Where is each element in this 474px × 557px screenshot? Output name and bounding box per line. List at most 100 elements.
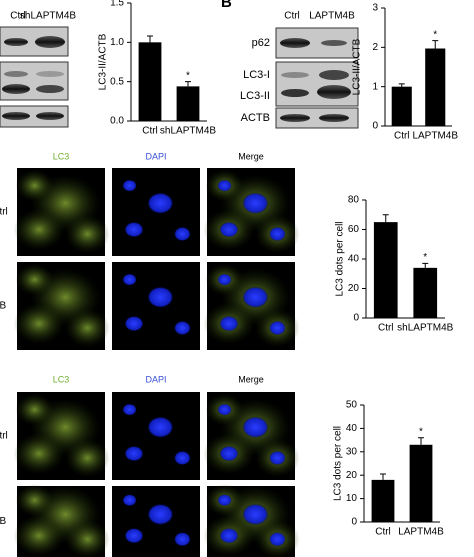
- cell: [13, 208, 65, 251]
- y-tick-label: 0.5: [110, 76, 124, 87]
- y-tick-label: 0.0: [110, 116, 124, 127]
- error-bar: [185, 81, 191, 87]
- nucleus: [122, 403, 137, 416]
- y-tick-label: 40: [348, 254, 360, 265]
- row-label: ACTB: [241, 112, 270, 124]
- cell: [65, 520, 110, 557]
- y-axis-label: LC3-II/ACTB: [352, 38, 363, 95]
- channel-label: DAPI: [145, 151, 166, 161]
- significance: *: [423, 252, 427, 263]
- y-tick-label: 30: [346, 446, 358, 457]
- nucleus: [217, 273, 232, 286]
- y-tick-label: 1.0: [110, 37, 124, 48]
- nucleus: [147, 503, 174, 526]
- right-blot: B Ctrl LAPTM4B p62 LC3-I LC3-II ACTB: [221, 0, 359, 129]
- channel-label: Merge: [238, 374, 264, 384]
- nucleus: [242, 416, 269, 439]
- nucleus: [219, 221, 239, 238]
- x-tick-label: LAPTM4B: [398, 527, 444, 538]
- nucleus: [269, 320, 286, 336]
- nucleus: [124, 315, 144, 332]
- channel-label: Merge: [238, 151, 264, 161]
- y-tick-label: 40: [346, 423, 358, 434]
- y-tick-label: 0: [372, 121, 378, 132]
- y-tick-label: 3: [372, 3, 378, 14]
- error-bar: [422, 262, 429, 268]
- bar: [138, 42, 162, 122]
- cell: [65, 308, 110, 348]
- nucleus: [174, 226, 191, 242]
- y-tick-label: 0: [353, 313, 359, 324]
- bar: [371, 479, 395, 522]
- nucleus: [174, 320, 191, 336]
- nucleus: [122, 179, 137, 192]
- bar: [373, 222, 398, 318]
- row-label: 4B: [0, 301, 6, 312]
- nucleus: [122, 494, 137, 507]
- significance: *: [433, 29, 437, 40]
- bar: [391, 86, 412, 126]
- channel-label: DAPI: [145, 374, 166, 384]
- lane-label: shLAPTM4B: [20, 11, 76, 22]
- y-tick-label: 1: [372, 81, 378, 92]
- channel-label: LC3: [53, 374, 70, 384]
- significance: *: [186, 70, 190, 81]
- nucleus: [219, 315, 239, 332]
- cell: [15, 263, 54, 296]
- bar: [176, 86, 200, 121]
- nucleus: [122, 273, 137, 286]
- bar: [409, 444, 433, 522]
- error-bar: [380, 473, 386, 480]
- error-bar: [398, 83, 405, 87]
- x-tick-label: Ctrl: [375, 527, 391, 538]
- lane-label: Ctrl: [10, 11, 26, 22]
- row-label: LC3-II: [240, 90, 270, 102]
- nucleus: [269, 532, 286, 547]
- row-label: p62: [252, 37, 270, 49]
- error-bar: [432, 40, 439, 49]
- nucleus: [174, 450, 191, 466]
- y-tick-label: 60: [348, 224, 360, 235]
- nucleus: [124, 445, 144, 462]
- error-bar: [382, 214, 389, 223]
- nucleus: [147, 192, 174, 214]
- nucleus: [217, 494, 232, 507]
- nucleus: [269, 226, 286, 242]
- y-tick-label: 50: [346, 400, 358, 411]
- lane-label: Ctrl: [284, 11, 300, 22]
- nucleus: [217, 179, 232, 192]
- row-label: Ctrl: [0, 431, 8, 442]
- y-tick-label: 80: [348, 195, 360, 206]
- y-tick-label: 0: [351, 517, 357, 528]
- cell: [13, 514, 65, 557]
- error-bar: [147, 35, 153, 43]
- x-tick-label: Ctrl: [142, 126, 158, 137]
- nucleus: [174, 532, 191, 547]
- channel-label: LC3: [53, 151, 70, 161]
- nucleus: [242, 192, 269, 214]
- y-tick-label: 10: [346, 493, 358, 504]
- cell: [65, 214, 110, 254]
- cell: [13, 302, 65, 345]
- lane-label: LAPTM4B: [309, 11, 355, 22]
- error-bar: [418, 437, 424, 445]
- y-axis-label: LC3 dots per cell: [335, 221, 346, 296]
- cell: [15, 484, 54, 517]
- bar: [413, 267, 438, 318]
- nucleus: [147, 286, 174, 309]
- row-label: 4B: [0, 516, 6, 527]
- y-tick-label: 20: [346, 470, 358, 481]
- left-blot: Ctrl shLAPTM4B: [0, 11, 76, 128]
- nucleus: [217, 403, 232, 416]
- panel-label: B: [221, 0, 232, 11]
- row-label: LC3-I: [243, 69, 270, 81]
- nucleus: [242, 286, 269, 309]
- nucleus: [124, 527, 144, 544]
- cell: [65, 438, 110, 478]
- x-tick-label: Ctrl: [394, 131, 410, 142]
- bar: [425, 48, 446, 126]
- cell: [15, 169, 54, 202]
- x-tick-label: shLAPTM4B: [397, 323, 453, 334]
- x-tick-label: shLAPTM4B: [160, 126, 216, 137]
